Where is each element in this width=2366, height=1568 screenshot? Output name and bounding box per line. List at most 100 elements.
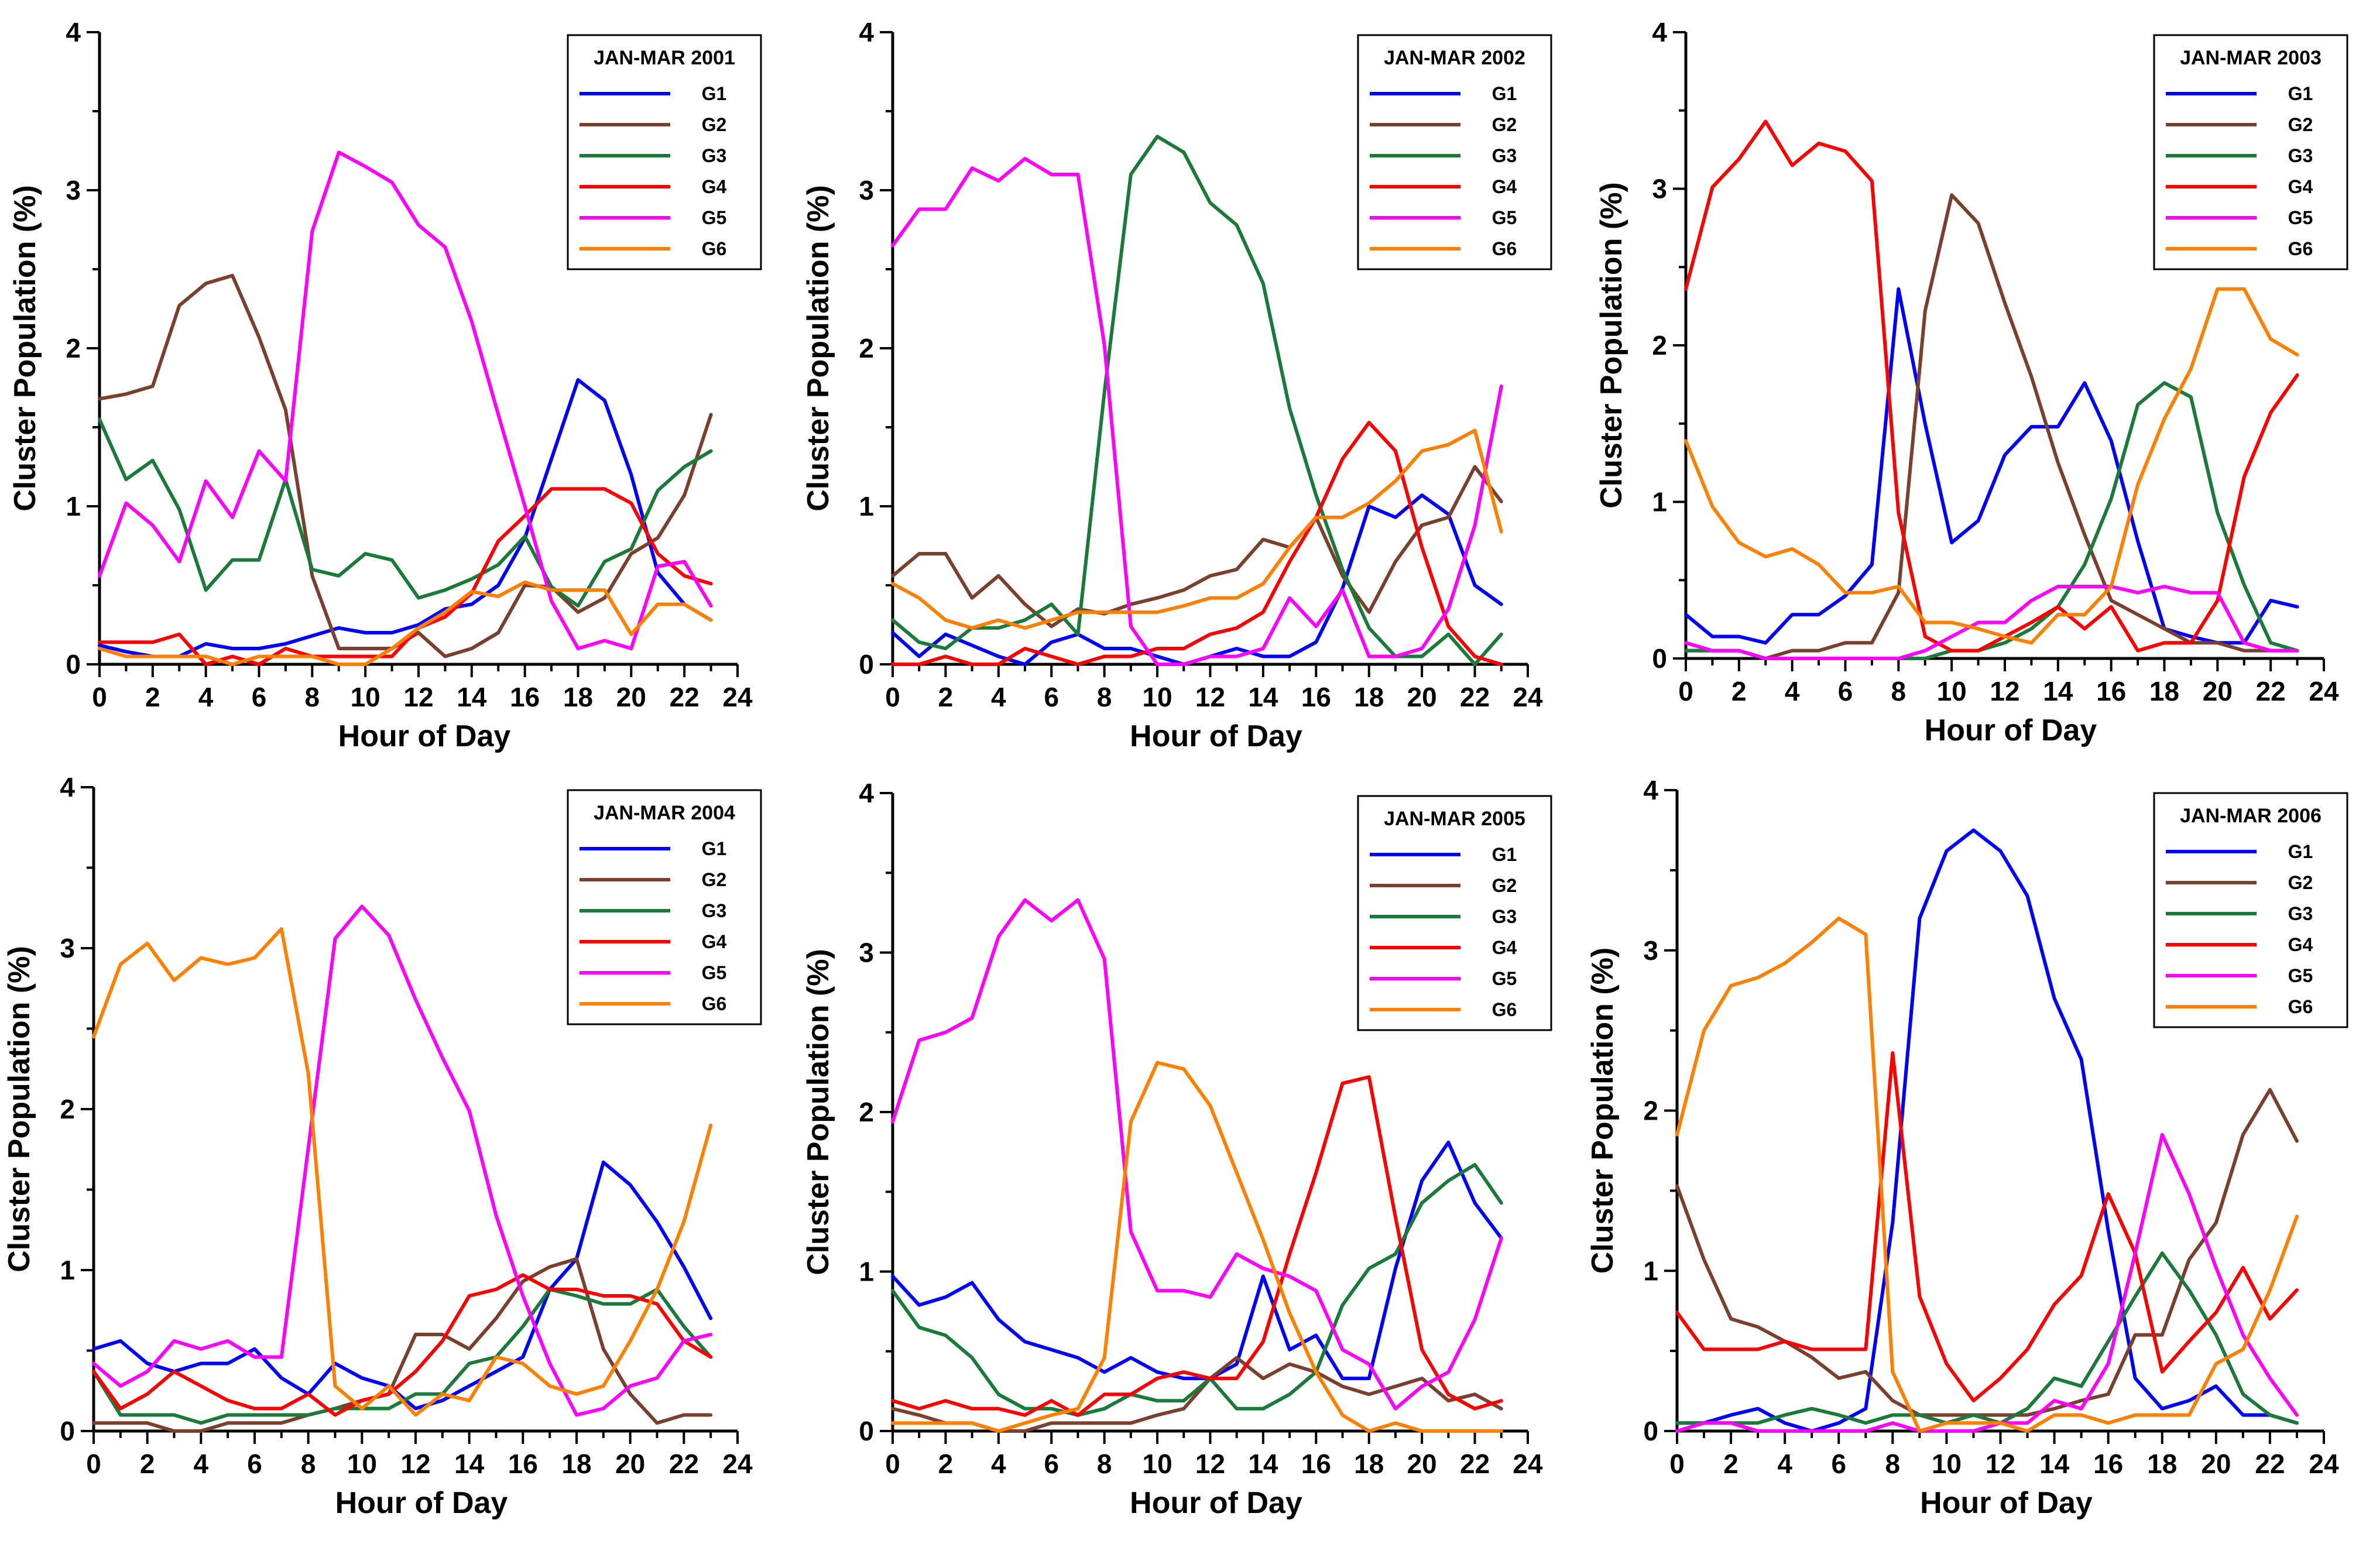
- x-axis-title: Hour of Day: [1925, 713, 2097, 747]
- x-tick-label: 6: [1831, 1449, 1846, 1479]
- series-line-g5: [891, 898, 1503, 1411]
- y-tick-label: 2: [1643, 1096, 1658, 1126]
- legend-label-g3: G3: [2288, 903, 2313, 924]
- x-tick-label: 16: [2093, 1449, 2123, 1479]
- y-tick-label: 2: [60, 1094, 75, 1124]
- x-tick-label: 22: [670, 682, 699, 712]
- x-tick-label: 10: [1142, 1449, 1172, 1479]
- x-tick-label: 6: [252, 682, 267, 712]
- x-tick-label: 16: [508, 1449, 538, 1479]
- legend-label-g2: G2: [2288, 114, 2313, 135]
- x-tick-label: 6: [247, 1449, 262, 1479]
- x-tick-label: 0: [86, 1449, 101, 1479]
- legend-label-g6: G6: [702, 993, 727, 1014]
- y-axis-title: Cluster Population (%): [1586, 948, 1620, 1274]
- x-tick-label: 12: [1990, 676, 2019, 706]
- x-tick-label: 2: [145, 682, 160, 712]
- legend-label-g1: G1: [1492, 844, 1517, 865]
- y-tick-label: 3: [60, 933, 75, 963]
- x-axis-title: Hour of Day: [1130, 1486, 1302, 1520]
- legend-label-g4: G4: [702, 931, 727, 952]
- y-tick-label: 1: [60, 1255, 75, 1285]
- x-tick-label: 10: [1937, 676, 1967, 706]
- legend-label-g3: G3: [702, 145, 727, 166]
- series-line-g1: [891, 493, 1503, 666]
- legend-label-g6: G6: [2288, 238, 2313, 259]
- y-tick-label: 0: [859, 649, 874, 680]
- chart-title: JAN-MAR 2006: [2180, 805, 2322, 827]
- x-tick-label: 12: [1986, 1449, 2015, 1479]
- x-tick-label: 4: [198, 682, 214, 712]
- chart-title: JAN-MAR 2005: [1384, 808, 1525, 830]
- x-tick-label: 12: [403, 682, 433, 712]
- x-axis-title: Hour of Day: [335, 1486, 508, 1520]
- y-tick-label: 4: [1652, 17, 1667, 47]
- x-tick-label: 20: [615, 1449, 645, 1479]
- x-axis-title: Hour of Day: [1920, 1486, 2093, 1520]
- series-line-g4: [891, 420, 1503, 666]
- y-tick-label: 1: [859, 1257, 874, 1287]
- series-line-g4: [92, 1273, 713, 1417]
- legend-label-g6: G6: [1492, 238, 1517, 259]
- legend-label-g2: G2: [1492, 114, 1517, 135]
- y-tick-label: 3: [1652, 174, 1667, 204]
- x-tick-label: 18: [2149, 676, 2179, 706]
- legend-label-g4: G4: [1492, 176, 1517, 197]
- x-tick-label: 22: [669, 1449, 699, 1479]
- y-tick-label: 2: [859, 1097, 874, 1127]
- x-axis-title: Hour of Day: [1130, 719, 1302, 753]
- legend-label-g4: G4: [702, 176, 727, 197]
- x-tick-label: 12: [400, 1449, 430, 1479]
- x-tick-label: 0: [885, 1449, 900, 1479]
- legend-label-g3: G3: [1492, 906, 1517, 927]
- y-tick-label: 1: [66, 491, 81, 521]
- legend-label-g2: G2: [702, 114, 727, 135]
- legend-label-g1: G1: [2288, 83, 2313, 104]
- x-tick-label: 14: [2039, 1449, 2070, 1479]
- x-tick-label: 2: [140, 1449, 155, 1479]
- chart-title: JAN-MAR 2003: [2180, 47, 2322, 69]
- x-tick-label: 2: [1731, 676, 1747, 706]
- y-tick-label: 4: [60, 772, 75, 802]
- x-tick-label: 14: [2043, 676, 2073, 706]
- chart-title: JAN-MAR 2004: [594, 802, 735, 824]
- legend-label-g1: G1: [702, 83, 727, 104]
- x-tick-label: 22: [2255, 1449, 2285, 1479]
- series-line-g1: [891, 1140, 1503, 1381]
- series-line-g6: [1684, 287, 2299, 645]
- x-tick-label: 10: [1932, 1449, 1962, 1479]
- x-tick-label: 6: [1044, 682, 1059, 712]
- y-tick-label: 0: [1643, 1416, 1658, 1446]
- x-tick-label: 10: [1142, 682, 1172, 712]
- x-tick-label: 2: [1723, 1449, 1739, 1479]
- x-tick-label: 20: [616, 682, 646, 712]
- x-tick-label: 20: [1407, 1449, 1437, 1479]
- x-tick-label: 12: [1195, 682, 1225, 712]
- series-line-g6: [98, 580, 713, 666]
- legend-label-g4: G4: [2288, 934, 2313, 955]
- x-tick-label: 16: [510, 682, 540, 712]
- x-tick-label: 0: [1669, 1449, 1685, 1479]
- x-tick-label: 24: [1513, 682, 1543, 712]
- x-tick-label: 4: [991, 682, 1006, 712]
- legend-label-g6: G6: [2288, 996, 2313, 1017]
- chart-title: JAN-MAR 2002: [1384, 47, 1525, 69]
- legend-label-g2: G2: [702, 869, 727, 890]
- x-tick-label: 24: [722, 682, 753, 712]
- x-tick-label: 8: [1097, 1449, 1112, 1479]
- series-line-g2: [1675, 1087, 2299, 1417]
- legend-label-g2: G2: [1492, 875, 1517, 896]
- x-tick-label: 8: [1097, 682, 1112, 712]
- x-tick-label: 18: [1354, 682, 1384, 712]
- legend-label-g5: G5: [2288, 965, 2313, 986]
- x-tick-label: 8: [305, 682, 320, 712]
- series-line-g3: [98, 417, 713, 608]
- series-line-g1: [98, 378, 713, 658]
- x-tick-label: 8: [1885, 1449, 1901, 1479]
- legend-label-g6: G6: [702, 238, 727, 259]
- series-line-g6: [891, 1061, 1503, 1433]
- x-tick-label: 22: [1460, 1449, 1490, 1479]
- series-line-g2: [92, 1257, 713, 1433]
